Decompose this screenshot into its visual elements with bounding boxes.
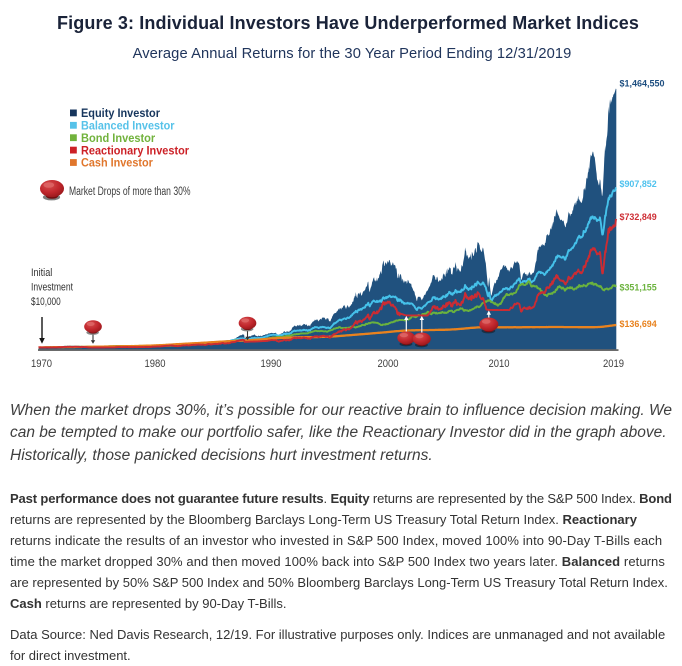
svg-text:Reactionary Investor: Reactionary Investor bbox=[81, 144, 189, 157]
svg-text:Equity Investor: Equity Investor bbox=[81, 107, 160, 120]
svg-text:$732,849: $732,849 bbox=[620, 212, 657, 223]
svg-text:Market Drops of more than 30%: Market Drops of more than 30% bbox=[69, 186, 191, 198]
svg-text:2019: 2019 bbox=[603, 358, 624, 370]
svg-text:$351,155: $351,155 bbox=[620, 282, 658, 293]
svg-text:Investment: Investment bbox=[31, 282, 73, 294]
svg-text:Bond Investor: Bond Investor bbox=[81, 132, 156, 145]
svg-text:$136,694: $136,694 bbox=[620, 319, 658, 330]
svg-text:2010: 2010 bbox=[489, 358, 510, 370]
svg-text:Cash Investor: Cash Investor bbox=[81, 157, 153, 170]
svg-text:Balanced Investor: Balanced Investor bbox=[81, 120, 175, 133]
svg-text:1970: 1970 bbox=[31, 358, 52, 370]
svg-text:$1,464,550: $1,464,550 bbox=[620, 79, 665, 90]
svg-text:Initial: Initial bbox=[31, 267, 52, 279]
svg-text:2000: 2000 bbox=[378, 358, 399, 370]
svg-text:$10,000: $10,000 bbox=[31, 296, 61, 308]
svg-text:1980: 1980 bbox=[145, 358, 166, 370]
svg-text:$907,852: $907,852 bbox=[620, 179, 657, 190]
svg-text:1990: 1990 bbox=[261, 358, 282, 370]
